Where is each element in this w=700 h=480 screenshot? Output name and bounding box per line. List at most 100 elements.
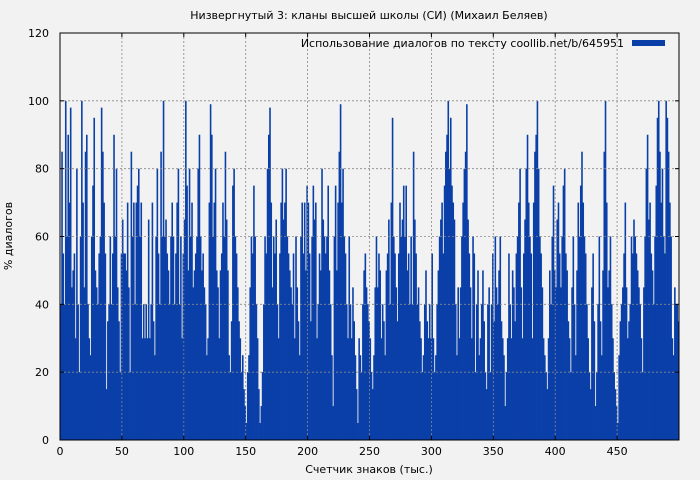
bar (348, 236, 351, 440)
bar (495, 287, 498, 441)
bar (490, 304, 493, 440)
bar (293, 338, 296, 440)
bar (660, 202, 663, 440)
bar (144, 338, 146, 440)
y-tick-label: 80 (35, 163, 49, 176)
bar (394, 253, 396, 440)
bar (415, 253, 417, 440)
bar (504, 406, 507, 440)
bar (114, 236, 117, 440)
bar (630, 236, 633, 440)
bar (471, 338, 473, 440)
bar (441, 202, 443, 440)
bar (558, 253, 561, 440)
bar (669, 202, 671, 440)
bar (586, 304, 588, 440)
bar (540, 253, 542, 440)
bar (249, 287, 251, 441)
y-tick-label: 0 (42, 434, 49, 447)
bar (147, 219, 150, 440)
bar (77, 304, 79, 440)
bar (67, 134, 70, 440)
bar (310, 321, 312, 440)
bar (545, 372, 547, 440)
bar (187, 270, 190, 440)
bar (140, 202, 143, 440)
bar (562, 185, 565, 441)
bar (286, 236, 289, 440)
bar (313, 219, 316, 440)
bar (659, 151, 661, 440)
bar (593, 321, 596, 440)
bar (281, 168, 284, 441)
bar (172, 236, 175, 440)
bar (385, 270, 388, 440)
bar (292, 253, 295, 440)
bar (191, 202, 193, 440)
bar (357, 423, 359, 440)
bar (279, 253, 281, 440)
bar (213, 202, 216, 440)
bar (520, 287, 523, 441)
bar (462, 202, 464, 440)
x-axis-label: Счетчик знаков (тыс.) (305, 463, 433, 476)
bar (598, 236, 601, 440)
bar (277, 338, 280, 440)
bar (566, 270, 568, 440)
legend-swatch (632, 40, 665, 46)
bar (388, 219, 390, 440)
bar (594, 406, 597, 440)
bar (506, 338, 509, 440)
bar (264, 236, 266, 440)
bar (198, 134, 201, 440)
bar (352, 287, 354, 441)
bar (141, 338, 144, 440)
bar (635, 253, 638, 440)
bar (146, 338, 149, 440)
bar (218, 338, 221, 440)
bar (186, 185, 188, 441)
bar (435, 355, 437, 440)
bar (530, 253, 533, 440)
bar (610, 304, 613, 440)
bar (531, 338, 534, 440)
bar (159, 304, 161, 440)
bar (657, 100, 660, 440)
legend: Использование диалогов по тексту coollib… (301, 37, 665, 50)
bar (456, 355, 458, 440)
bar (384, 355, 386, 440)
bar (134, 304, 136, 440)
bar (329, 304, 332, 440)
bar (110, 304, 113, 440)
bar (240, 372, 243, 440)
bar (237, 287, 239, 441)
bar (239, 338, 242, 440)
bar (386, 253, 389, 440)
bar (261, 372, 264, 440)
bar (662, 236, 665, 440)
bar (177, 168, 180, 441)
bar (508, 253, 510, 440)
bar (321, 168, 323, 441)
bar (521, 338, 524, 440)
bar (634, 236, 637, 440)
bar (535, 134, 537, 440)
bar (217, 287, 219, 441)
bar (547, 338, 550, 440)
bar (154, 355, 156, 440)
bar (160, 151, 162, 440)
bar (197, 168, 200, 441)
bar (640, 338, 643, 440)
bar (605, 202, 608, 440)
bar (643, 287, 645, 441)
bar (339, 104, 342, 440)
bar (123, 253, 125, 440)
bar (104, 253, 107, 440)
bar (270, 202, 273, 440)
bar (550, 304, 552, 440)
bar (274, 253, 276, 440)
bar (674, 287, 676, 441)
bar (484, 372, 487, 440)
bar (338, 151, 341, 440)
bar (193, 270, 196, 440)
